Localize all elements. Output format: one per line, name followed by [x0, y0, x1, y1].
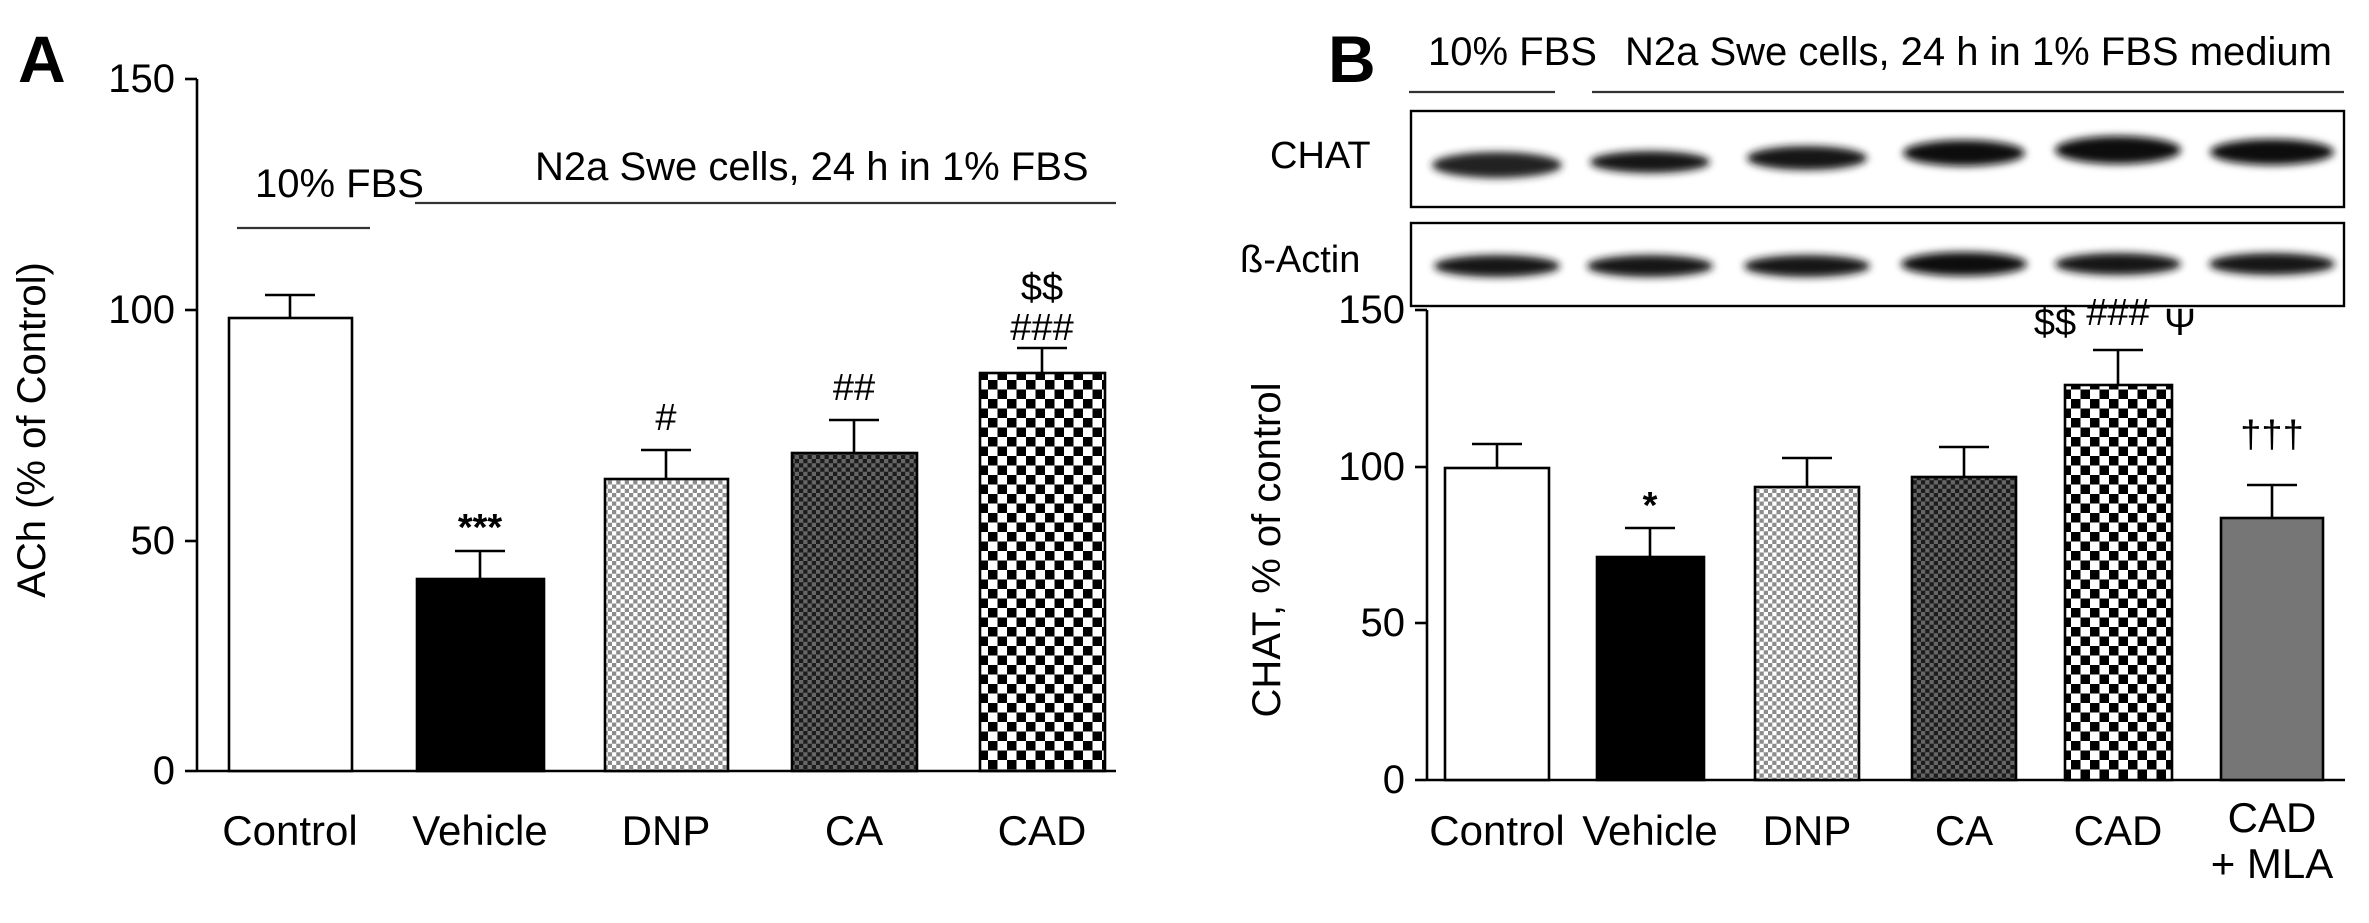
svg-text:CAD: CAD — [2228, 794, 2317, 841]
svg-text:DNP: DNP — [622, 807, 711, 854]
svg-text:Vehicle: Vehicle — [412, 807, 547, 854]
svg-text:10% FBS: 10% FBS — [1428, 30, 1597, 74]
svg-text:0: 0 — [153, 749, 175, 793]
svg-text:CHAT, % of control: CHAT, % of control — [1245, 383, 1289, 718]
svg-text:A: A — [18, 22, 66, 96]
svg-text:N2a Swe cells, 24 h in 1% FBS: N2a Swe cells, 24 h in 1% FBS medium — [1625, 30, 2332, 74]
svg-text:CAD: CAD — [2074, 807, 2163, 854]
svg-text:*: * — [1643, 485, 1658, 527]
svg-text:†††: ††† — [2240, 414, 2303, 456]
svg-text:0: 0 — [1383, 758, 1405, 802]
svg-text:Ψ: Ψ — [2164, 302, 2196, 344]
svg-text:100: 100 — [1338, 445, 1405, 489]
svg-text:ß-Actin: ß-Actin — [1240, 239, 1360, 281]
svg-text:CAD: CAD — [998, 807, 1087, 854]
svg-text:CA: CA — [1935, 807, 1993, 854]
svg-text:Control: Control — [1429, 807, 1564, 854]
svg-text:N2a Swe cells, 24 h in 1% FBS: N2a Swe cells, 24 h in 1% FBS — [535, 145, 1089, 189]
svg-text:#: # — [655, 397, 676, 439]
svg-text:###: ### — [2086, 292, 2149, 334]
svg-text:CA: CA — [825, 807, 883, 854]
svg-text:Vehicle: Vehicle — [1582, 807, 1717, 854]
svg-text:Control: Control — [222, 807, 357, 854]
svg-text:$$: $$ — [1021, 267, 1063, 309]
svg-text:+ MLA: + MLA — [2211, 840, 2334, 887]
svg-text:DNP: DNP — [1763, 807, 1852, 854]
svg-text:50: 50 — [1361, 601, 1406, 645]
svg-text:150: 150 — [108, 57, 175, 101]
svg-text:ACh (% of Control): ACh (% of Control) — [10, 262, 54, 598]
svg-text:##: ## — [833, 367, 875, 409]
svg-text:$$: $$ — [2034, 302, 2076, 344]
svg-text:150: 150 — [1338, 288, 1405, 332]
svg-text:100: 100 — [108, 288, 175, 332]
svg-text:50: 50 — [131, 519, 176, 563]
svg-text:10% FBS: 10% FBS — [255, 162, 424, 206]
svg-text:B: B — [1328, 22, 1376, 96]
svg-text:###: ### — [1010, 307, 1073, 349]
svg-text:CHAT: CHAT — [1270, 135, 1371, 177]
svg-text:***: *** — [458, 507, 503, 549]
